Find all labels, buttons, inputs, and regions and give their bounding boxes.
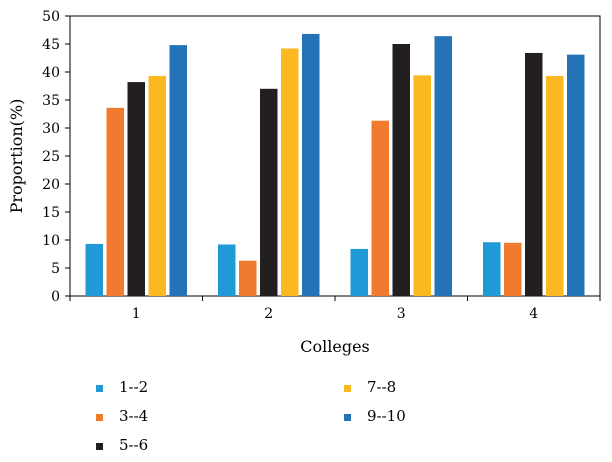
bar bbox=[239, 260, 257, 296]
legend-swatch bbox=[96, 385, 103, 392]
legend-label: 9--10 bbox=[367, 407, 406, 425]
legend-label: 7--8 bbox=[367, 378, 396, 396]
legend-swatch bbox=[96, 443, 103, 450]
bar bbox=[260, 88, 278, 296]
x-tick-label: 1 bbox=[132, 306, 141, 322]
y-tick-label: 10 bbox=[42, 233, 60, 249]
legend-swatch bbox=[344, 385, 351, 392]
y-tick-label: 20 bbox=[42, 177, 60, 193]
bar bbox=[350, 248, 368, 296]
bar bbox=[169, 45, 187, 297]
bar bbox=[392, 44, 410, 296]
x-tick-label: 4 bbox=[529, 306, 538, 322]
bars bbox=[85, 33, 585, 297]
legend-label: 1--2 bbox=[119, 378, 148, 396]
bar bbox=[413, 75, 431, 296]
x-tick-label: 2 bbox=[264, 306, 273, 322]
bar bbox=[148, 75, 166, 296]
y-tick-label: 35 bbox=[42, 93, 60, 109]
bar bbox=[371, 120, 389, 296]
legend-label: 5--6 bbox=[119, 436, 148, 454]
legend-swatch bbox=[344, 414, 351, 421]
bar bbox=[567, 54, 585, 296]
bar bbox=[483, 242, 501, 296]
bar bbox=[525, 52, 543, 297]
bar bbox=[218, 244, 236, 296]
bar bbox=[302, 33, 320, 297]
y-tick-label: 15 bbox=[42, 205, 60, 221]
x-axis-title: Colleges bbox=[300, 337, 370, 356]
bar bbox=[546, 75, 564, 296]
y-tick-label: 50 bbox=[42, 9, 60, 25]
bar bbox=[281, 48, 299, 297]
legend: 1--2 3--4 5--6 7--8 9--10 bbox=[96, 378, 406, 454]
legend-swatch bbox=[96, 414, 103, 421]
y-tick-label: 30 bbox=[42, 121, 60, 137]
y-tick-label: 45 bbox=[42, 37, 60, 53]
bar bbox=[434, 36, 452, 296]
y-tick-label: 25 bbox=[42, 149, 60, 165]
bar bbox=[106, 107, 124, 296]
y-tick-label: 40 bbox=[42, 65, 60, 81]
y-tick-label: 5 bbox=[51, 261, 60, 277]
bar bbox=[504, 242, 522, 296]
axes: 0 5 10 15 20 25 30 35 40 45 50 1 2 3 4 bbox=[42, 9, 601, 322]
x-tick-label: 3 bbox=[397, 306, 406, 322]
y-axis-title: Proportion(%) bbox=[7, 99, 26, 214]
bar bbox=[85, 243, 103, 296]
y-tick-label: 0 bbox=[51, 289, 60, 305]
legend-label: 3--4 bbox=[119, 407, 148, 425]
bar bbox=[127, 82, 145, 296]
